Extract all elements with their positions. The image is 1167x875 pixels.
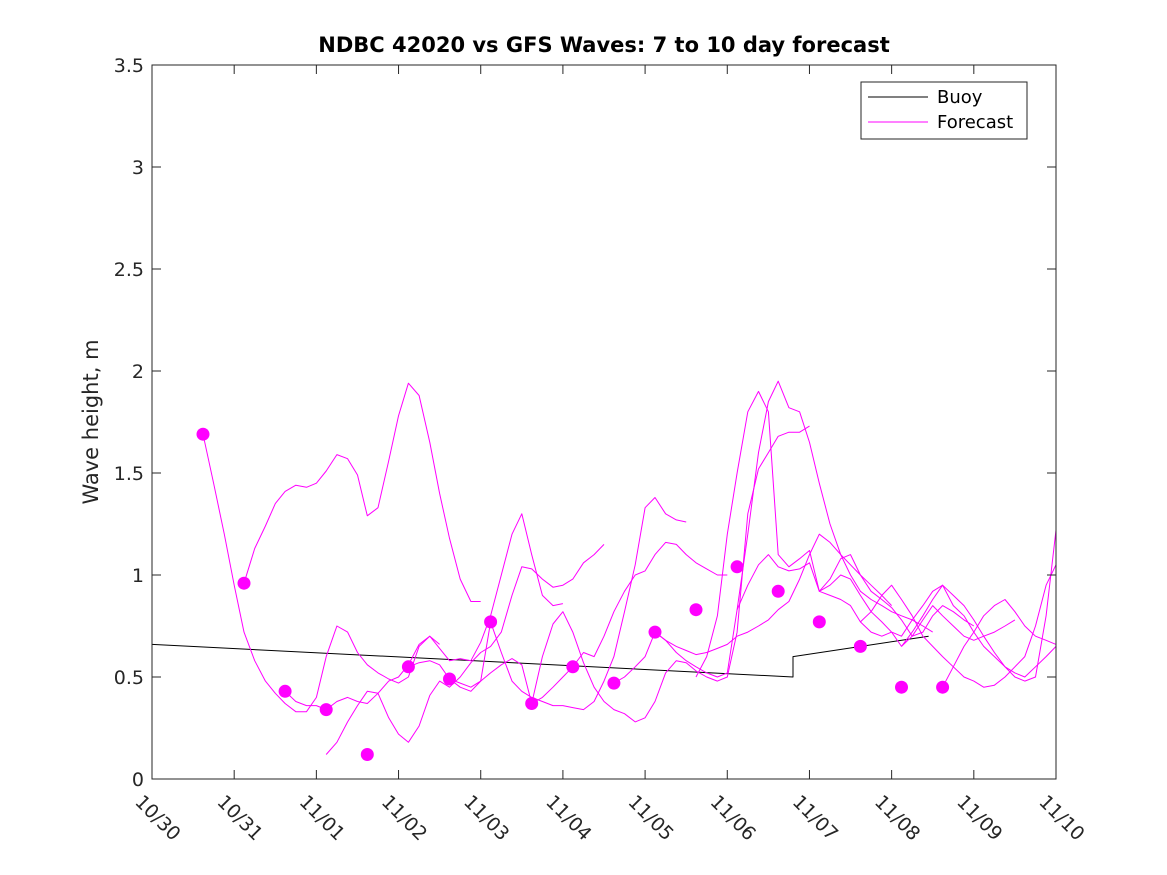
forecast-start-marker — [237, 576, 251, 590]
forecast-series-line-9 — [654, 380, 933, 678]
forecast-series-line-5 — [408, 497, 687, 711]
data-layer — [151, 380, 1057, 761]
y-tick-label: 3 — [132, 157, 144, 179]
forecast-start-marker — [895, 680, 908, 694]
y-tick-label: 2 — [132, 361, 144, 383]
forecast-series-line-3 — [284, 513, 563, 711]
forecast-series-line-1 — [202, 434, 440, 713]
forecast-start-marker — [319, 703, 333, 717]
plot-frame — [151, 64, 1057, 780]
forecast-start-marker — [196, 427, 210, 441]
y-tick-label: 1 — [132, 565, 144, 587]
forecast-series-line-4 — [325, 544, 605, 755]
forecast-start-marker — [936, 680, 950, 694]
plot-area — [152, 65, 1056, 779]
legend: Buoy Forecast — [860, 81, 1028, 140]
forecast-start-marker — [689, 603, 703, 617]
forecast-series-line-2 — [243, 382, 481, 602]
forecast-start-marker — [730, 560, 744, 574]
y-tick-label: 1.5 — [114, 463, 144, 485]
forecast-start-marker — [648, 625, 662, 639]
y-axis-label: Wave height, m — [79, 339, 103, 504]
forecast-start-marker — [812, 615, 826, 629]
y-tick-label: 0 — [132, 769, 144, 791]
forecast-start-marker — [278, 684, 292, 698]
legend-box — [860, 81, 1028, 140]
forecast-series-line-12 — [819, 574, 1057, 678]
forecast-series-line-10 — [695, 390, 975, 678]
forecast-start-marker — [566, 660, 580, 674]
forecast-start-marker — [525, 697, 539, 710]
forecast-series-line-15 — [942, 599, 1057, 688]
forecast-start-marker — [401, 660, 415, 674]
forecast-start-marker — [853, 639, 867, 653]
forecast-start-marker — [771, 584, 785, 598]
legend-forecast-label: Forecast — [937, 112, 1013, 133]
forecast-series-line-6 — [449, 541, 728, 704]
forecast-series-line-14 — [901, 530, 1057, 682]
forecast-start-marker — [360, 748, 374, 761]
forecast-series-line-13 — [860, 564, 1057, 688]
y-tick-label: 3.5 — [114, 55, 144, 77]
forecast-start-marker — [484, 615, 498, 629]
y-tick-label: 0.5 — [114, 667, 144, 689]
legend-buoy-label: Buoy — [937, 87, 983, 108]
forecast-start-marker — [443, 672, 456, 686]
y-tick-label: 2.5 — [114, 259, 144, 281]
forecast-start-marker — [607, 676, 621, 690]
forecast-series-line-11 — [736, 554, 1016, 647]
forecast-series-line-7 — [531, 425, 810, 723]
chart-title: NDBC 42020 vs GFS Waves: 7 to 10 day for… — [318, 33, 889, 57]
